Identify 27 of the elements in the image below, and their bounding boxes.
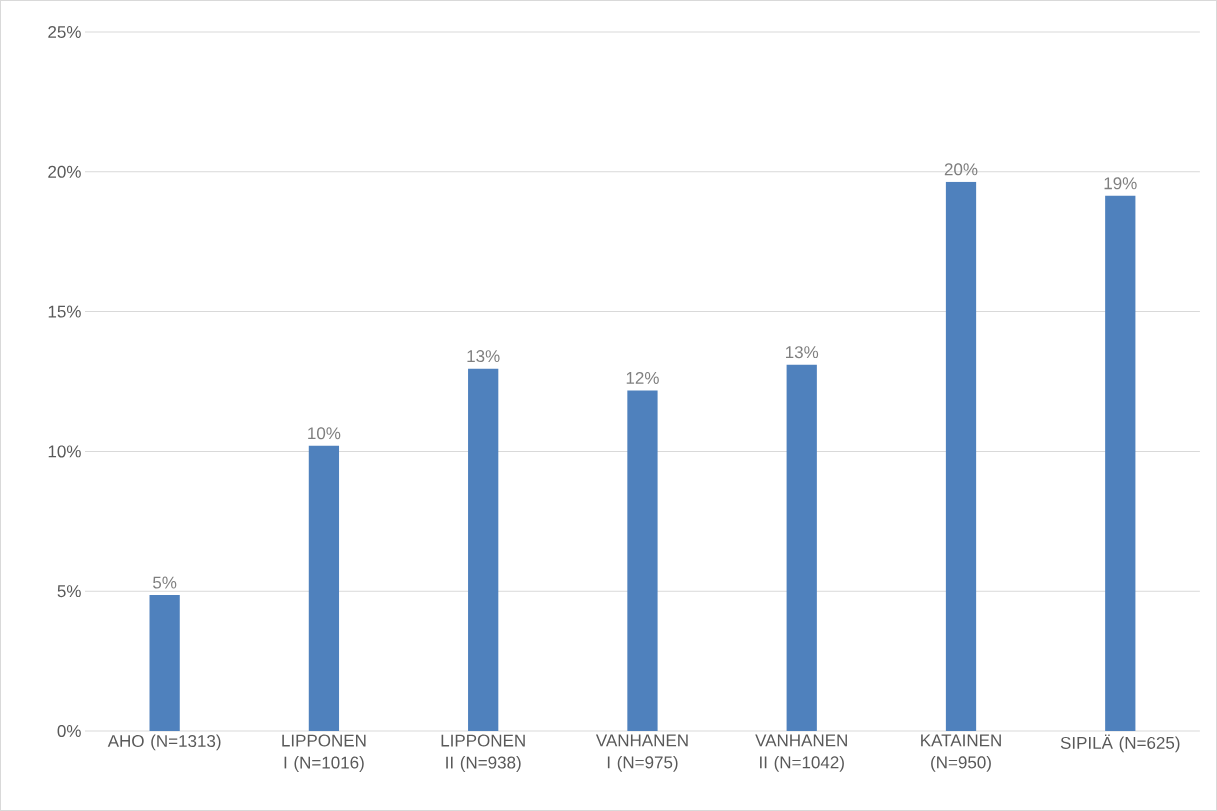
data-label: 10%: [308, 427, 341, 440]
x-tick-label: SIPILÄ (N=625): [1060, 734, 1180, 753]
bar: [1105, 195, 1136, 731]
x-tick-label: VANHANEN II (N=1042): [755, 734, 847, 772]
x-tick-label: AHO (N=1313): [107, 734, 221, 751]
bar: [308, 445, 340, 731]
bar: [945, 181, 977, 731]
data-label: 20%: [944, 163, 978, 176]
bar: [149, 595, 180, 731]
data-label: 5%: [153, 576, 177, 589]
x-tick-label: LIPPONEN I (N=1016): [282, 734, 366, 772]
y-tick-label: 0%: [57, 724, 81, 738]
x-tick-label: VANHANEN I (N=975): [595, 734, 688, 772]
y-tick-label: 20%: [48, 165, 81, 178]
data-label: 13%: [786, 346, 819, 359]
bar: [468, 368, 499, 731]
x-tick-label: LIPPONEN II (N=938): [441, 734, 525, 772]
bar: [786, 364, 817, 731]
y-tick-label: 5%: [57, 585, 81, 598]
x-tick-label: KATAINEN (N=950): [921, 734, 1001, 772]
y-tick-label: 15%: [48, 305, 81, 318]
data-label: 19%: [1104, 177, 1137, 190]
y-tick-label: 10%: [48, 445, 81, 458]
bar: [627, 390, 658, 731]
data-label: 13%: [467, 350, 500, 363]
data-label: 12%: [626, 371, 659, 384]
y-tick-label: 25%: [48, 25, 81, 39]
